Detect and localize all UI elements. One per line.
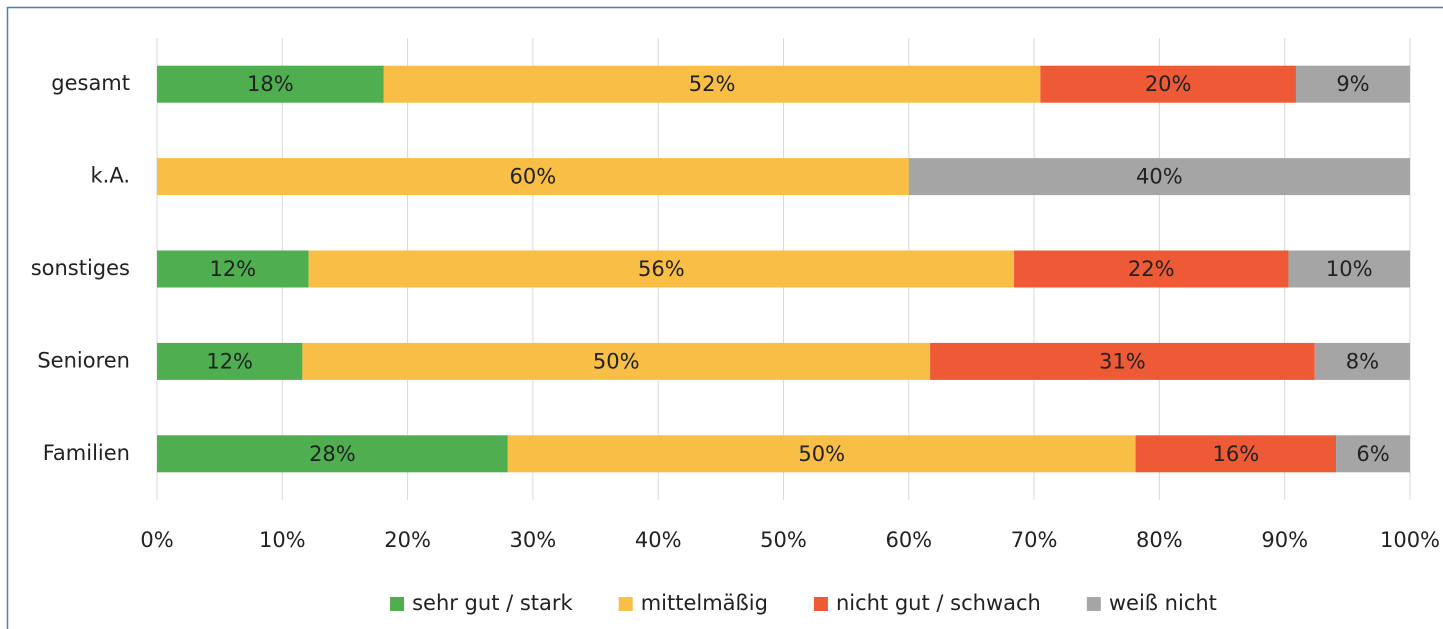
y-tick-label: sonstiges [31,256,130,280]
x-tick-label: 90% [1261,528,1308,552]
data-label: 10% [1326,257,1373,281]
data-label: 60% [510,165,557,189]
legend-swatch [1086,597,1101,611]
x-tick-label: 70% [1011,528,1058,552]
bar-segment [1314,342,1410,380]
bar-segment [157,250,309,288]
legend-label: mittelmäßig [641,591,768,615]
bar-segment [1014,250,1289,288]
bar-segment [908,158,1410,196]
legend-swatch [813,597,828,611]
frame [6,6,1443,629]
data-label: 12% [206,349,253,373]
data-label: 18% [247,72,294,96]
bar-segment [1040,65,1296,103]
data-label: 6% [1356,442,1389,466]
x-tick-label: 0% [140,528,173,552]
legend-swatch [618,597,633,611]
y-tick-label: k.A. [90,164,130,188]
legend-label: weiß nicht [1109,591,1217,615]
legend-label: sehr gut / stark [412,591,573,615]
bar-segment [308,250,1015,288]
legend-swatch [390,597,405,611]
x-tick-label: 100% [1380,528,1440,552]
bar-segment [1135,435,1337,473]
data-label: 20% [1145,72,1192,96]
data-label: 40% [1136,165,1183,189]
legend-label: nicht gut / schwach [836,591,1041,615]
data-label: 8% [1346,349,1379,373]
data-label: 31% [1099,349,1146,373]
bar-segment [302,342,931,380]
bar-segment [157,342,303,380]
y-tick-label: Familien [43,441,130,465]
y-tick-label: Senioren [37,348,130,372]
data-label: 56% [638,257,685,281]
data-label: 50% [593,349,640,373]
bar-segment [383,65,1041,103]
data-label: 9% [1336,72,1369,96]
bar-segment [157,65,384,103]
bar-segment [1288,250,1410,288]
bar-segment [1295,65,1410,103]
data-label: 16% [1212,442,1259,466]
data-label: 12% [209,257,256,281]
x-tick-label: 60% [885,528,932,552]
x-tick-label: 50% [760,528,807,552]
bar-segment [1336,435,1410,473]
x-tick-label: 80% [1136,528,1183,552]
bar-segment [157,435,508,473]
data-label: 28% [309,442,356,466]
x-tick-label: 20% [384,528,431,552]
x-tick-label: 30% [510,528,557,552]
data-label: 22% [1128,257,1175,281]
data-label: 50% [798,442,845,466]
data-label: 52% [689,72,736,96]
x-tick-label: 10% [259,528,306,552]
bar-segment [507,435,1136,473]
bar-segment [930,342,1315,380]
bar-segment [157,158,909,196]
y-tick-label: gesamt [51,71,130,95]
x-tick-label: 40% [635,528,682,552]
